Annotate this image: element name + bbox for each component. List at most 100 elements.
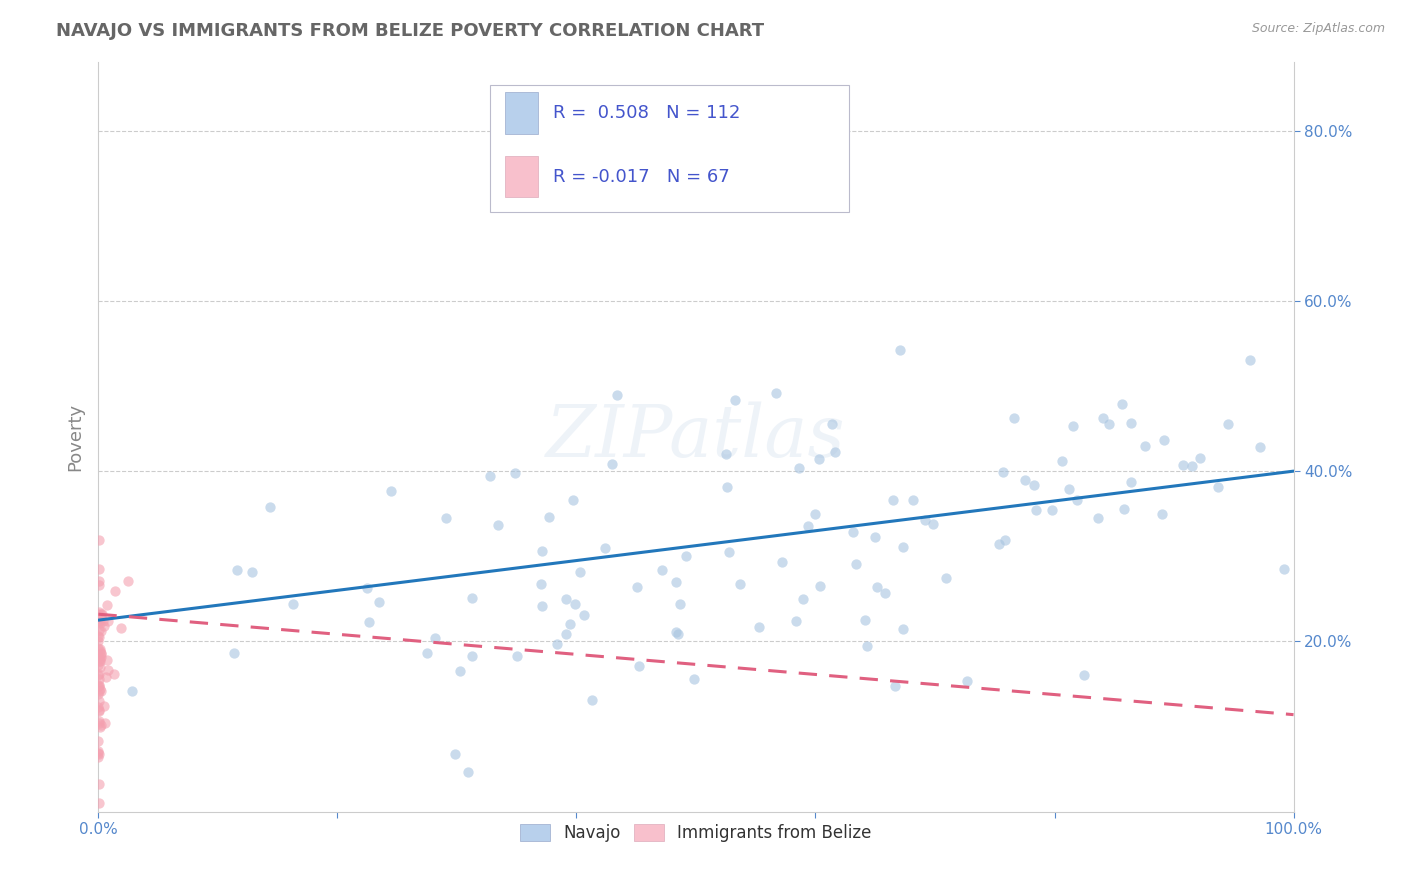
Point — [91, 614, 114, 628]
Text: ZIPatlas: ZIPatlas — [546, 401, 846, 473]
Point — [792, 592, 814, 607]
Point — [87, 777, 110, 791]
Point — [89, 646, 111, 660]
Point — [89, 703, 111, 717]
Point — [987, 537, 1010, 551]
Point — [90, 683, 112, 698]
Point — [93, 619, 115, 633]
Point — [1087, 511, 1109, 525]
Point — [87, 679, 110, 693]
Point — [103, 666, 125, 681]
Point — [89, 615, 111, 630]
Point — [87, 704, 110, 718]
Point — [87, 733, 110, 747]
Point — [537, 510, 560, 524]
Point — [1249, 440, 1271, 454]
Point — [87, 533, 110, 547]
Point — [935, 570, 957, 584]
Point — [1111, 397, 1133, 411]
Point — [873, 586, 896, 600]
Point — [564, 597, 586, 611]
Point — [89, 796, 111, 810]
Point — [797, 519, 820, 533]
Point — [1239, 352, 1261, 367]
Point — [87, 655, 110, 669]
Point — [956, 673, 979, 688]
Point — [841, 524, 863, 539]
Point — [889, 343, 911, 357]
Point — [728, 577, 751, 591]
Point — [96, 653, 118, 667]
Text: R =  0.508   N = 112: R = 0.508 N = 112 — [553, 104, 740, 122]
Point — [770, 555, 793, 569]
Point — [90, 624, 112, 639]
Point — [423, 631, 446, 645]
Point — [561, 493, 583, 508]
Point — [530, 577, 553, 591]
Point — [110, 621, 132, 635]
Point — [845, 557, 868, 571]
Point — [716, 480, 738, 494]
Point — [1119, 416, 1142, 430]
Point — [1150, 508, 1173, 522]
Point — [117, 574, 139, 588]
Point — [461, 591, 484, 605]
Point — [665, 575, 688, 590]
Point — [89, 720, 111, 734]
Point — [87, 614, 110, 628]
Point — [1092, 410, 1115, 425]
Point — [581, 692, 603, 706]
Point — [1206, 480, 1229, 494]
Point — [87, 650, 110, 665]
Point — [884, 679, 907, 693]
Point — [87, 679, 110, 693]
Point — [89, 682, 111, 697]
Point — [506, 648, 529, 663]
Point — [87, 694, 110, 708]
Point — [94, 670, 117, 684]
Legend: Navajo, Immigrants from Belize: Navajo, Immigrants from Belize — [513, 817, 879, 848]
Point — [87, 611, 110, 625]
Point — [380, 483, 402, 498]
Point — [226, 563, 249, 577]
Point — [87, 699, 110, 714]
Point — [224, 646, 246, 660]
Point — [824, 445, 846, 459]
Point — [486, 518, 509, 533]
Point — [668, 597, 690, 611]
Point — [87, 746, 110, 760]
Point — [651, 563, 673, 577]
Point — [89, 578, 111, 592]
Point — [89, 644, 111, 658]
Point — [922, 517, 945, 532]
Point — [87, 607, 110, 621]
Point — [714, 447, 737, 461]
Point — [91, 607, 114, 621]
Point — [87, 678, 110, 692]
Point — [530, 599, 553, 613]
Point — [1025, 503, 1047, 517]
Point — [554, 626, 576, 640]
Point — [87, 668, 110, 682]
Point — [1216, 417, 1239, 432]
Point — [785, 614, 807, 628]
Point — [87, 658, 110, 673]
Point — [240, 565, 263, 579]
Point — [856, 640, 879, 654]
Point — [89, 747, 111, 762]
Text: R = -0.017   N = 67: R = -0.017 N = 67 — [553, 168, 730, 186]
Point — [821, 417, 844, 431]
Point — [359, 615, 381, 629]
Point — [1014, 473, 1036, 487]
Point — [449, 665, 471, 679]
Point — [97, 663, 120, 677]
Point — [281, 597, 304, 611]
Point — [121, 684, 143, 698]
Point — [765, 385, 787, 400]
Point — [1181, 458, 1204, 473]
Point — [600, 457, 623, 471]
Point — [461, 648, 484, 663]
Point — [718, 545, 741, 559]
Point — [1040, 503, 1063, 517]
Point — [104, 583, 127, 598]
